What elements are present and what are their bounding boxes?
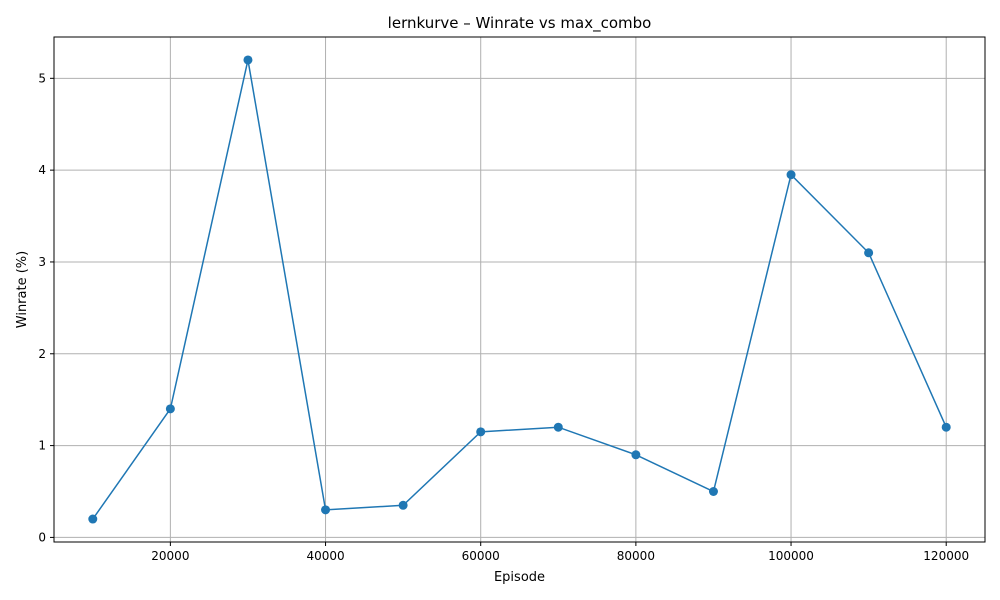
data-point	[398, 500, 408, 510]
y-tick-label: 2	[38, 347, 46, 361]
data-point	[786, 170, 796, 180]
data-point	[321, 505, 331, 515]
x-tick-label: 20000	[151, 549, 189, 563]
data-point	[631, 450, 641, 460]
y-tick-label: 3	[38, 255, 46, 269]
x-tick-label: 80000	[617, 549, 655, 563]
x-axis-ticks: 20000 40000 60000 80000 100000 120000	[151, 542, 969, 563]
y-axis-ticks: 0 1 2 3 4 5	[38, 71, 54, 544]
data-point	[941, 422, 951, 432]
data-point	[88, 514, 98, 524]
data-point	[476, 427, 486, 437]
data-point	[708, 487, 718, 496]
grid-lines	[54, 37, 985, 542]
series-layer	[88, 55, 951, 524]
plot-frame	[53, 36, 986, 543]
y-tick-label: 5	[38, 71, 46, 85]
y-axis-label: Winrate (%)	[15, 251, 30, 328]
chart-title: lernkurve – Winrate vs max_combo	[388, 14, 652, 33]
y-tick-label: 4	[38, 163, 46, 177]
y-tick-label: 1	[38, 439, 46, 453]
x-tick-label: 100000	[768, 549, 814, 563]
data-point	[553, 422, 563, 432]
data-point	[165, 404, 175, 414]
data-point	[864, 248, 874, 258]
data-point	[243, 55, 253, 65]
x-tick-label: 120000	[923, 549, 969, 563]
y-tick-label: 0	[38, 530, 46, 544]
x-tick-label: 60000	[462, 549, 500, 563]
x-axis-label: Episode	[494, 570, 545, 585]
series-line	[92, 59, 947, 520]
x-tick-label: 40000	[306, 549, 344, 563]
